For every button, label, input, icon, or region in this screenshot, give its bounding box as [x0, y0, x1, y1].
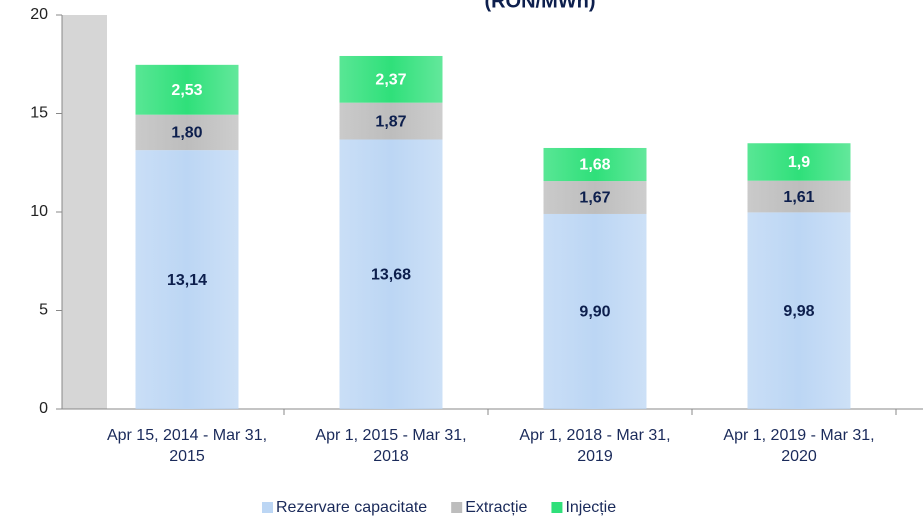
data-label: 13,68 — [371, 266, 411, 283]
data-label: 9,98 — [783, 303, 814, 320]
bar-segment — [747, 212, 851, 409]
bar-segment — [339, 102, 443, 140]
data-label: 13,14 — [167, 272, 207, 289]
bar-segment — [543, 213, 647, 409]
data-label: 1,80 — [171, 125, 202, 142]
bar-segment — [135, 114, 239, 151]
back-wall — [62, 15, 107, 409]
data-label: 2,53 — [171, 82, 202, 99]
data-label: 1,9 — [788, 154, 810, 171]
legend-swatch — [451, 502, 463, 513]
bar-segment — [339, 55, 443, 103]
data-label: 9,90 — [579, 304, 610, 321]
legend-swatch — [262, 502, 273, 513]
bar-segment — [135, 64, 239, 115]
bar-segment — [543, 147, 647, 182]
legend-label: Rezervare capacitate — [276, 499, 427, 516]
y-tick-label: 5 — [39, 302, 48, 319]
bar-segment — [747, 180, 851, 213]
x-tick-label: Apr 1, 2019 - Mar 31, 2020 — [723, 427, 875, 465]
x-tick-label: Apr 15, 2014 - Mar 31, 2015 — [106, 427, 268, 465]
bar-segment — [339, 139, 443, 409]
bar-segment — [747, 143, 851, 181]
data-label: 1,67 — [579, 190, 610, 207]
data-label: 1,68 — [579, 157, 610, 174]
bar-segment — [135, 150, 239, 409]
legend-label: Injecție — [565, 499, 616, 516]
y-tick-label: 15 — [30, 105, 48, 122]
y-tick-label: 0 — [39, 400, 48, 417]
data-label: 2,37 — [375, 72, 406, 89]
bar-segment — [543, 181, 647, 214]
data-label: 1,61 — [783, 189, 814, 206]
legend-label: Extracție — [465, 499, 527, 516]
chart-title: (RON/MWh) — [484, 0, 595, 12]
x-tick-label: Apr 1, 2015 - Mar 31, 2018 — [315, 427, 467, 465]
y-tick-label: 10 — [30, 203, 48, 220]
legend-swatch — [551, 502, 563, 513]
data-label: 1,87 — [375, 113, 406, 130]
x-tick-label: Apr 1, 2018 - Mar 31, 2019 — [519, 427, 671, 465]
y-tick-label: 20 — [30, 6, 48, 23]
